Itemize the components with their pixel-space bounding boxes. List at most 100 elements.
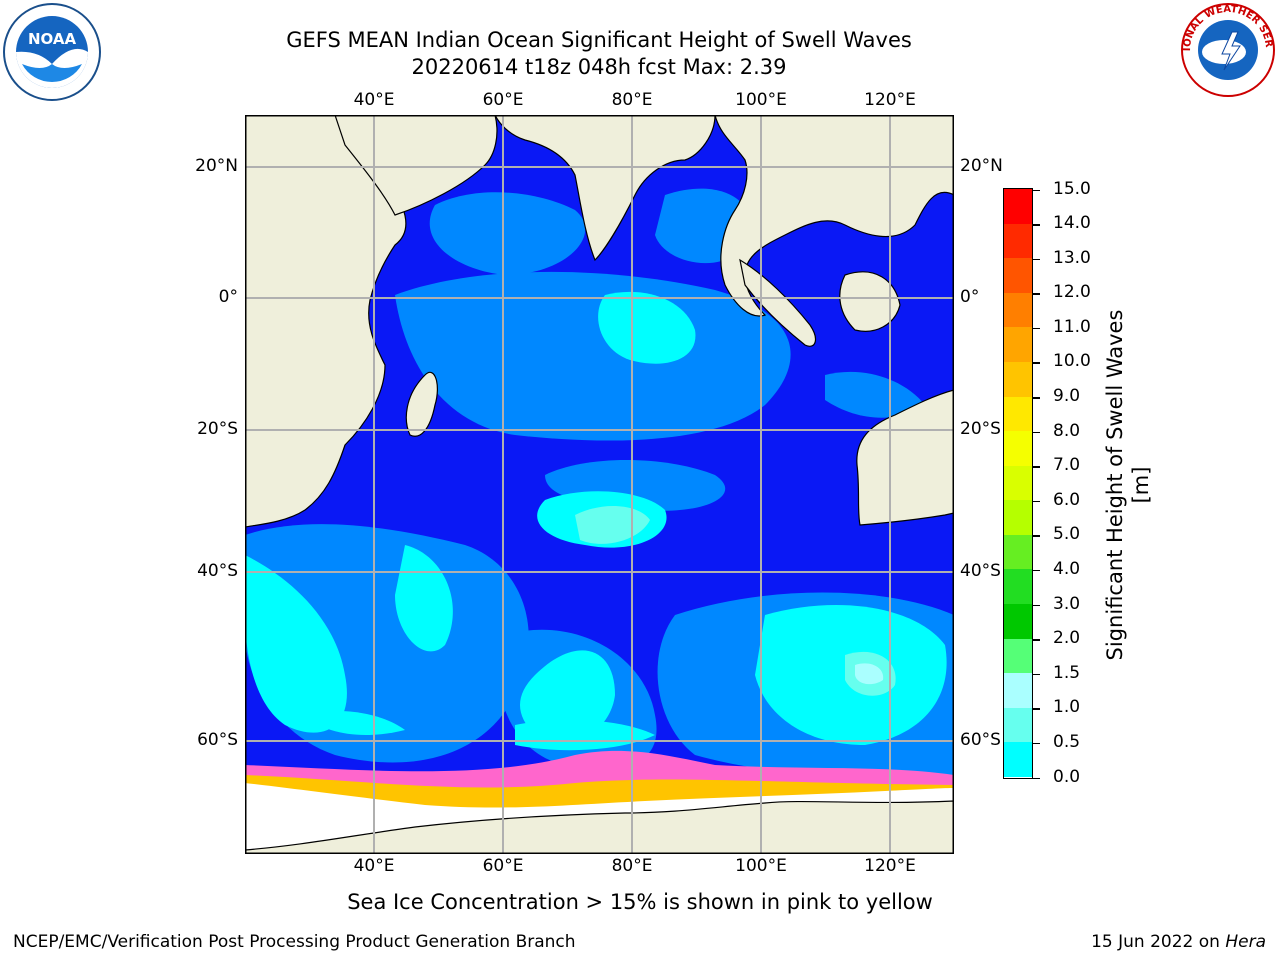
noaa-logo: NOAA [3, 3, 101, 101]
swell-band-0-5-to-1-0 [395, 271, 791, 441]
map-gridlines [245, 115, 954, 854]
colorbar-segment [1004, 292, 1032, 328]
colorbar-tick [1033, 708, 1040, 710]
colorbar-segment [1004, 500, 1032, 536]
colorbar-segment [1004, 223, 1032, 259]
colorbar-label: 10.0 [1053, 351, 1091, 372]
swell-band-0-5-to-1-0 [429, 192, 586, 275]
lat-label-left: 60°S [197, 730, 238, 750]
lat-label-right: 20°N [960, 156, 1003, 176]
lat-label-right: 40°S [960, 561, 1001, 581]
land-sumatra [739, 258, 817, 347]
colorbar-label: 5.0 [1053, 524, 1081, 545]
colorbar-label: 14.0 [1053, 213, 1091, 234]
colorbar-tick [1033, 362, 1040, 364]
swell-band-2-0-to-3-0 [855, 663, 884, 685]
colorbar-tick [1033, 500, 1040, 503]
colorbar-label: 0.0 [1053, 766, 1081, 787]
colorbar-title: Significant Height of Swell Waves [m] [1103, 309, 1153, 661]
colorbar-tick [1033, 397, 1040, 399]
colorbar-segment [1004, 534, 1032, 570]
land-arabia [334, 115, 498, 216]
colorbar-tick [1033, 189, 1040, 191]
nws-logo: NATIONAL WEATHER SERVICE [1180, 2, 1275, 97]
land-antarctica [245, 800, 954, 854]
colorbar-label: 11.0 [1053, 316, 1091, 337]
lat-label-right: 20°S [960, 419, 1001, 439]
lon-label-bottom: 80°E [611, 856, 653, 876]
lon-label-top: 60°E [482, 90, 524, 110]
land-india [494, 115, 716, 262]
sea-ice-caption: Sea Ice Concentration > 15% is shown in … [347, 890, 933, 914]
colorbar-label: 12.0 [1053, 282, 1091, 303]
lat-label-right: 60°S [960, 730, 1001, 750]
lon-label-top: 40°E [353, 90, 395, 110]
host-name: Hera [1225, 932, 1266, 952]
swell-band-1-0-to-1-5 [305, 710, 405, 735]
swell-band-1-0-to-1-5 [598, 291, 696, 364]
colorbar-tick [1033, 604, 1040, 607]
lon-label-top: 80°E [611, 90, 653, 110]
colorbar-segment [1004, 361, 1032, 398]
colorbar-tick [1033, 327, 1040, 330]
colorbar-label: 6.0 [1053, 489, 1081, 510]
land-australia [856, 389, 954, 526]
svg-text:NOAA: NOAA [28, 30, 77, 48]
colorbar-segment [1004, 396, 1032, 432]
colorbar-segment [1004, 673, 1032, 709]
colorbar-label: 8.0 [1053, 420, 1081, 441]
colorbar-tick [1033, 569, 1040, 572]
colorbar-label: 2.0 [1053, 628, 1081, 649]
colorbar-label: 4.0 [1053, 558, 1081, 579]
swell-band-0-5-to-1-0 [825, 371, 925, 418]
colorbar-label: 15.0 [1053, 178, 1091, 199]
colorbar-tick [1033, 742, 1040, 745]
colorbar-segment [1004, 327, 1032, 363]
footer-credit: NCEP/EMC/Verification Post Processing Pr… [13, 932, 576, 952]
colorbar-label: 0.5 [1053, 731, 1081, 752]
swell-band-1-0-to-1-5 [515, 719, 655, 751]
colorbar-label: 13.0 [1053, 247, 1091, 268]
land-borneo [839, 271, 901, 332]
map-frame [245, 115, 954, 854]
colorbar-tick [1033, 673, 1040, 676]
lon-label-top: 100°E [735, 90, 787, 110]
swell-band-1-0-to-1-5 [520, 650, 615, 743]
footer-date: 15 Jun 2022 on Hera [1091, 932, 1266, 952]
colorbar-segment [1004, 742, 1032, 778]
colorbar-segment [1004, 189, 1032, 225]
lon-label-bottom: 40°E [353, 856, 395, 876]
colorbar-tick [1033, 466, 1040, 468]
colorbar-label: 1.5 [1053, 662, 1081, 683]
colorbar-label: 1.0 [1053, 697, 1081, 718]
colorbar-tick [1033, 258, 1040, 261]
map-title: GEFS MEAN Indian Ocean Significant Heigh… [286, 28, 912, 52]
colorbar-tick [1033, 293, 1040, 295]
sea-ice-edge [245, 775, 954, 813]
lat-label-left: 0° [218, 287, 238, 307]
colorbar-tick [1033, 535, 1040, 537]
colorbar-segment [1004, 707, 1032, 743]
lat-label-right: 0° [960, 287, 980, 307]
colorbar-tick [1033, 431, 1040, 434]
lon-label-bottom: 120°E [864, 856, 916, 876]
colorbar-segment [1004, 569, 1032, 605]
colorbar-segment [1004, 604, 1032, 640]
lon-label-bottom: 100°E [735, 856, 787, 876]
map-subtitle: 20220614 t18z 048h fcst Max: 2.39 [411, 55, 787, 79]
lon-label-top: 120°E [864, 90, 916, 110]
lon-label-bottom: 60°E [482, 856, 524, 876]
swell-band-1-0-to-1-5 [245, 555, 347, 733]
colorbar-segment [1004, 638, 1032, 674]
colorbar-label: 3.0 [1053, 593, 1081, 614]
lat-label-left: 20°S [197, 419, 238, 439]
colorbar [1003, 188, 1033, 779]
colorbar-segment [1004, 258, 1032, 294]
colorbar-segment [1004, 431, 1032, 467]
colorbar-segment [1004, 465, 1032, 501]
colorbar-label: 9.0 [1053, 386, 1081, 407]
colorbar-tick [1033, 224, 1040, 226]
colorbar-tick [1033, 639, 1040, 641]
colorbar-tick [1033, 777, 1040, 779]
land-madagascar [405, 371, 438, 437]
